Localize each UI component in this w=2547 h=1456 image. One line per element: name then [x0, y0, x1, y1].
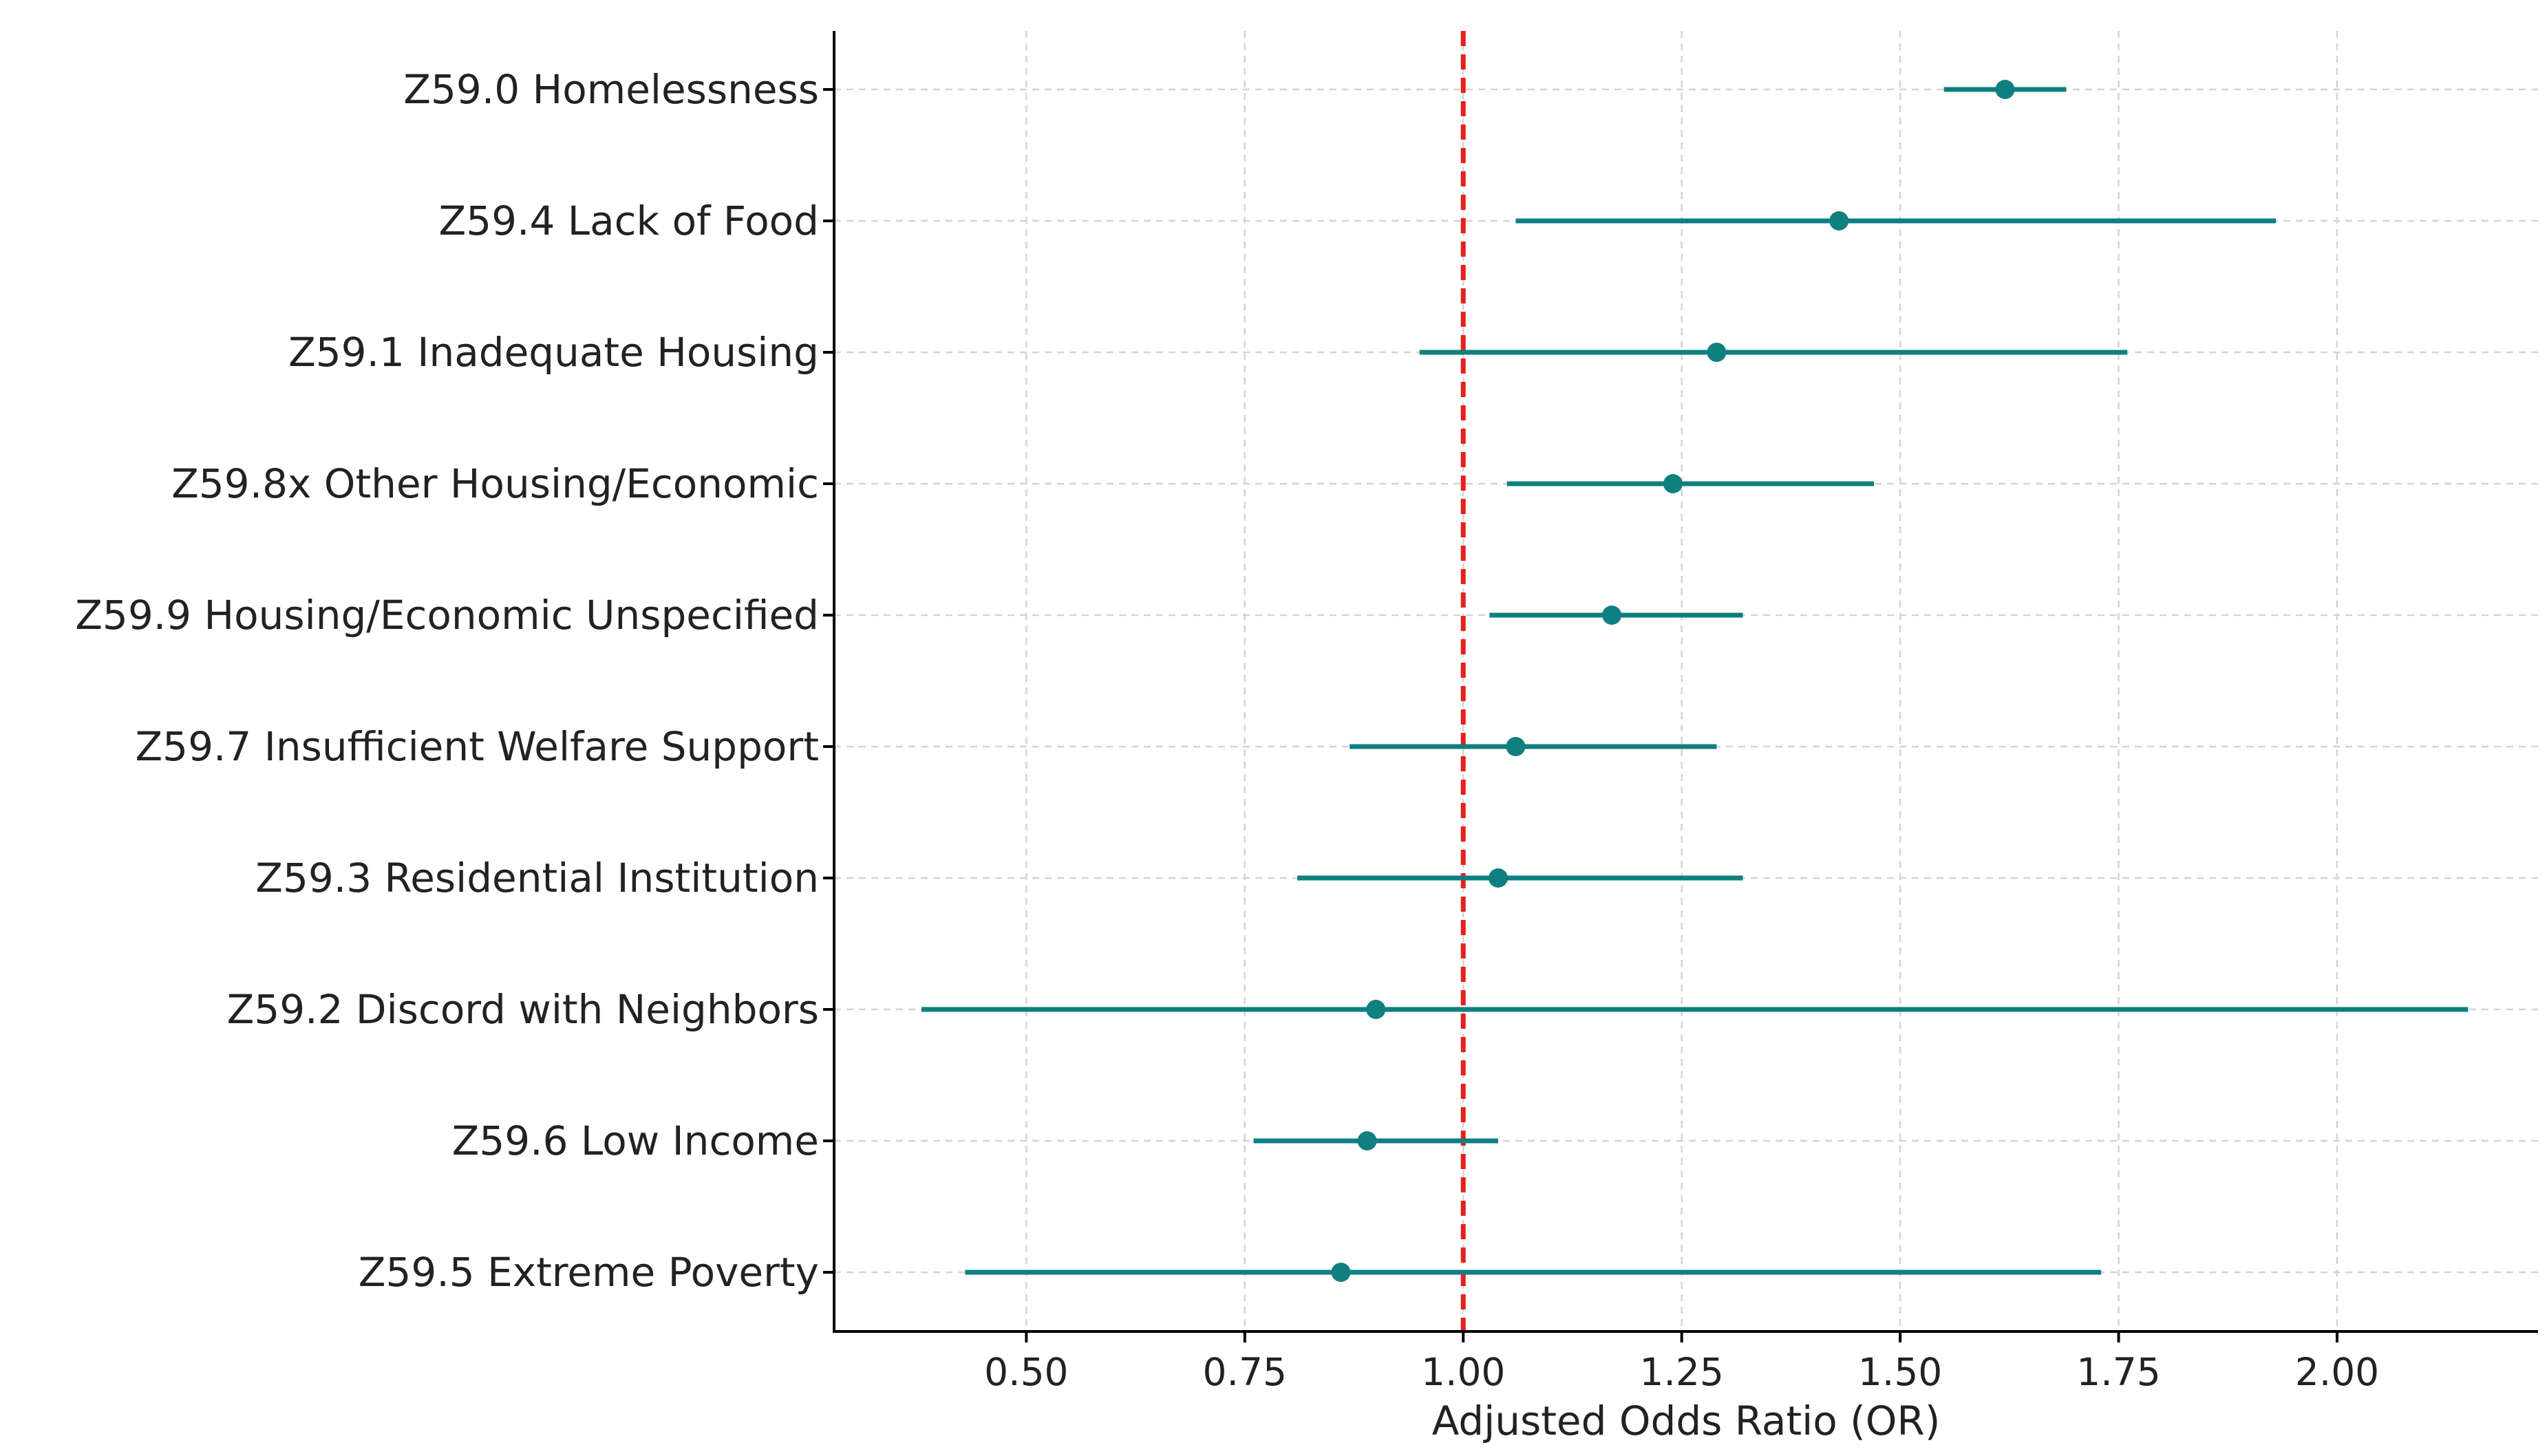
odds-ratio-point	[1707, 343, 1727, 362]
odds-ratio-point	[1602, 606, 1622, 625]
category-labels: Z59.0 Homelessness Z59.4 Lack of Food Z59.…	[75, 66, 819, 1296]
odds-ratio-point	[1366, 1000, 1386, 1019]
category-label: Z59.3 Residential Institution	[255, 855, 819, 901]
odds-ratio-point	[1331, 1263, 1351, 1282]
odds-ratio-point	[1357, 1131, 1377, 1150]
grid-layer	[834, 31, 2538, 1331]
category-label: Z59.2 Discord with Neighbors	[227, 986, 819, 1033]
category-label: Z59.0 Homelessness	[403, 66, 819, 113]
category-label: Z59.6 Low Income	[452, 1117, 819, 1164]
category-label: Z59.5 Extreme Poverty	[359, 1249, 819, 1296]
odds-ratio-point	[1829, 211, 1849, 231]
x-tick-label: 1.50	[1858, 1350, 1942, 1394]
x-tick-label: 2.00	[2295, 1350, 2379, 1394]
marks-layer	[921, 80, 2469, 1282]
x-tick-label: 0.50	[984, 1350, 1068, 1394]
x-tick-labels: 0.50 0.75 1.00 1.25 1.50 1.75 2.00	[984, 1350, 2379, 1394]
category-label: Z59.7 Insufficient Welfare Support	[135, 723, 819, 770]
category-label: Z59.8x Other Housing/Economic	[171, 460, 819, 507]
x-tick-label: 1.25	[1639, 1350, 1723, 1394]
x-axis-title: Adjusted Odds Ratio (OR)	[1432, 1398, 1941, 1444]
x-tick-label: 0.75	[1203, 1350, 1287, 1394]
x-tick-label: 1.00	[1421, 1350, 1505, 1394]
category-label: Z59.9 Housing/Economic Unspecified	[75, 592, 819, 639]
odds-ratio-point	[1489, 868, 1509, 888]
category-label: Z59.4 Lack of Food	[438, 197, 819, 244]
odds-ratio-point	[1995, 80, 2015, 99]
odds-ratio-point	[1506, 737, 1526, 756]
odds-ratio-point	[1663, 474, 1683, 493]
x-tick-label: 1.75	[2076, 1350, 2160, 1394]
category-label: Z59.1 Inadequate Housing	[288, 329, 819, 376]
